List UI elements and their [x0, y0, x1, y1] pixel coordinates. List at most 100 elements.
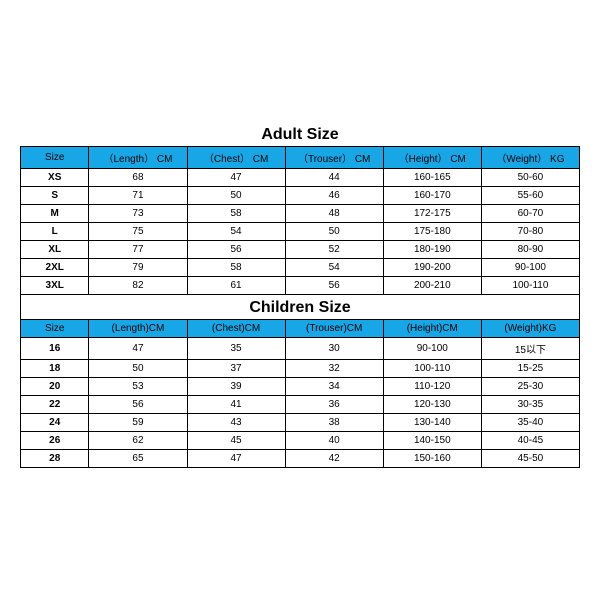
adult-cell: 175-180	[383, 223, 481, 241]
size-chart-container: Adult Size Size （Length） CM （Chest） CM （…	[0, 0, 600, 600]
children-header-chest: (Chest)CM	[187, 320, 285, 338]
children-cell: 15以下	[481, 338, 579, 360]
children-cell: 40	[285, 432, 383, 450]
adult-header-weight: （Weight） KG	[481, 147, 579, 169]
adult-cell: L	[21, 223, 89, 241]
adult-cell: M	[21, 205, 89, 223]
adult-cell: 46	[285, 187, 383, 205]
adult-header-height: （Height） CM	[383, 147, 481, 169]
adult-cell: 48	[285, 205, 383, 223]
children-cell: 18	[21, 360, 89, 378]
adult-cell: 77	[89, 241, 187, 259]
children-cell: 42	[285, 450, 383, 468]
adult-cell: 54	[187, 223, 285, 241]
children-cell: 35-40	[481, 414, 579, 432]
adult-cell: 50	[187, 187, 285, 205]
children-cell: 36	[285, 396, 383, 414]
adult-cell: 90-100	[481, 259, 579, 277]
children-row: 26624540140-15040-45	[21, 432, 580, 450]
children-cell: 30	[285, 338, 383, 360]
children-cell: 53	[89, 378, 187, 396]
children-row: 22564136120-13030-35	[21, 396, 580, 414]
children-cell: 130-140	[383, 414, 481, 432]
adult-cell: 61	[187, 277, 285, 295]
adult-cell: 100-110	[481, 277, 579, 295]
children-row: 28654742150-16045-50	[21, 450, 580, 468]
children-title-wrap: Children Size	[20, 295, 580, 319]
adult-size-table: Size （Length） CM （Chest） CM （Trouser） CM…	[20, 146, 580, 295]
children-header-weight: (Weight)KG	[481, 320, 579, 338]
children-cell: 22	[21, 396, 89, 414]
children-row: 18503732100-11015-25	[21, 360, 580, 378]
adult-cell: 82	[89, 277, 187, 295]
adult-cell: 60-70	[481, 205, 579, 223]
adult-cell: 172-175	[383, 205, 481, 223]
children-header-size: Size	[21, 320, 89, 338]
adult-cell: 180-190	[383, 241, 481, 259]
adult-cell: 79	[89, 259, 187, 277]
children-cell: 100-110	[383, 360, 481, 378]
children-cell: 47	[187, 450, 285, 468]
children-cell: 150-160	[383, 450, 481, 468]
adult-cell: 50-60	[481, 169, 579, 187]
children-row: 1647353090-10015以下	[21, 338, 580, 360]
adult-cell: 58	[187, 259, 285, 277]
children-cell: 110-120	[383, 378, 481, 396]
children-cell: 24	[21, 414, 89, 432]
adult-cell: 47	[187, 169, 285, 187]
children-header-row: Size (Length)CM (Chest)CM (Trouser)CM (H…	[21, 320, 580, 338]
children-cell: 59	[89, 414, 187, 432]
adult-row: XS684744160-16550-60	[21, 169, 580, 187]
children-cell: 20	[21, 378, 89, 396]
children-cell: 30-35	[481, 396, 579, 414]
children-cell: 32	[285, 360, 383, 378]
children-cell: 43	[187, 414, 285, 432]
children-cell: 56	[89, 396, 187, 414]
adult-cell: XL	[21, 241, 89, 259]
children-cell: 41	[187, 396, 285, 414]
children-cell: 65	[89, 450, 187, 468]
adult-cell: 54	[285, 259, 383, 277]
children-cell: 35	[187, 338, 285, 360]
adult-cell: XS	[21, 169, 89, 187]
children-cell: 28	[21, 450, 89, 468]
adult-cell: 44	[285, 169, 383, 187]
children-cell: 25-30	[481, 378, 579, 396]
adult-cell: 73	[89, 205, 187, 223]
children-header-height: (Height)CM	[383, 320, 481, 338]
adult-cell: 56	[187, 241, 285, 259]
children-size-table: Size (Length)CM (Chest)CM (Trouser)CM (H…	[20, 319, 580, 468]
adult-cell: 2XL	[21, 259, 89, 277]
adult-header-trouser: （Trouser） CM	[285, 147, 383, 169]
children-cell: 140-150	[383, 432, 481, 450]
children-cell: 45	[187, 432, 285, 450]
adult-cell: 70-80	[481, 223, 579, 241]
adult-cell: 68	[89, 169, 187, 187]
adult-header-size: Size	[21, 147, 89, 169]
children-cell: 40-45	[481, 432, 579, 450]
adult-row: M735848172-17560-70	[21, 205, 580, 223]
children-header-length: (Length)CM	[89, 320, 187, 338]
adult-cell: 190-200	[383, 259, 481, 277]
adult-cell: 160-170	[383, 187, 481, 205]
children-cell: 50	[89, 360, 187, 378]
adult-cell: 3XL	[21, 277, 89, 295]
adult-cell: 75	[89, 223, 187, 241]
children-size-title: Children Size	[21, 295, 579, 319]
adult-header-row: Size （Length） CM （Chest） CM （Trouser） CM…	[21, 147, 580, 169]
adult-cell: 56	[285, 277, 383, 295]
children-cell: 26	[21, 432, 89, 450]
children-cell: 62	[89, 432, 187, 450]
adult-cell: 52	[285, 241, 383, 259]
adult-size-title: Adult Size	[20, 122, 580, 146]
children-cell: 47	[89, 338, 187, 360]
children-header-trouser: (Trouser)CM	[285, 320, 383, 338]
children-cell: 120-130	[383, 396, 481, 414]
children-row: 20533934110-12025-30	[21, 378, 580, 396]
children-cell: 15-25	[481, 360, 579, 378]
adult-row: XL775652180-19080-90	[21, 241, 580, 259]
adult-row: 3XL826156200-210100-110	[21, 277, 580, 295]
children-cell: 38	[285, 414, 383, 432]
children-cell: 37	[187, 360, 285, 378]
adult-row: S715046160-17055-60	[21, 187, 580, 205]
